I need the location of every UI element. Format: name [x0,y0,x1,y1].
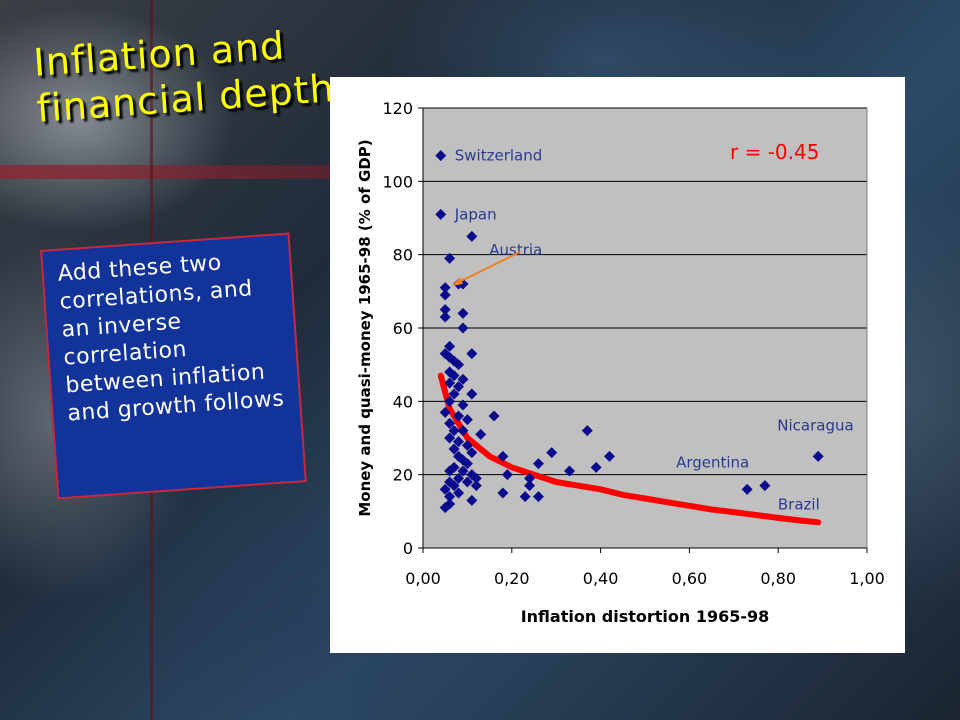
data-point [532,458,544,470]
x-tick-label: 0,20 [494,569,530,588]
data-point [439,311,451,323]
data-point [466,230,478,242]
point-label: Brazil [778,496,820,514]
data-point [457,425,469,437]
data-point [497,450,509,462]
data-point [439,282,451,294]
data-point [444,417,456,429]
data-point [444,377,456,389]
data-point [448,480,460,492]
data-point [759,480,771,492]
data-point [453,436,465,448]
x-tick-label: 1,00 [849,569,885,588]
data-point [457,465,469,477]
data-point [461,439,473,451]
data-point [466,348,478,360]
point-label: Nicaragua [777,417,853,435]
data-point [461,458,473,470]
data-point [439,502,451,514]
data-point [466,494,478,506]
data-point [501,469,513,481]
data-point [435,208,447,220]
data-point [581,425,593,437]
data-point [435,150,447,162]
data-point [444,395,456,407]
y-tick-label: 100 [382,172,413,191]
data-point [466,388,478,400]
data-point [457,454,469,466]
data-point [448,425,460,437]
x-tick-label: 0,80 [760,569,796,588]
data-point [466,447,478,459]
y-tick-label: 20 [393,466,413,485]
data-point [439,406,451,418]
data-point [439,304,451,316]
data-point [453,381,465,393]
chart-panel: 0 20 40 60 80 100 120 0,00 0,20 0,40 0,60 0,80 1,00 … [330,77,905,653]
data-point [546,447,558,459]
data-point [444,252,456,264]
note-box: Add these two correlations, and an inver… [40,232,307,500]
austria-arrow-head [452,277,463,286]
point-label: Switzerland [455,147,543,165]
trend-curve [437,372,822,526]
x-axis-label: Inflation distortion 1965-98 [521,607,770,626]
data-point [470,480,482,492]
decorative-stripe [0,165,330,179]
x-tick-label: 0,40 [583,569,619,588]
data-point [457,322,469,334]
data-point [457,373,469,385]
data-point [453,450,465,462]
data-point [519,491,531,503]
data-point [532,491,544,503]
data-point [439,348,451,360]
x-tick-label: 0,00 [405,569,441,588]
data-point [444,465,456,477]
point-label: Argentina [676,453,749,471]
data-point [444,340,456,352]
data-point [812,450,824,462]
data-point [448,370,460,382]
data-point [457,399,469,411]
y-tick-label: 80 [393,246,413,265]
data-point [475,428,487,440]
data-point [741,483,753,495]
data-point [453,359,465,371]
data-point [439,289,451,301]
data-point [461,414,473,426]
data-point [439,483,451,495]
data-point [444,432,456,444]
data-point [444,366,456,378]
y-tick-label: 40 [393,392,413,411]
austria-arrow [456,251,521,284]
y-axis-label: Money and quasi-money 1965-98 (% of GDP) [356,139,374,516]
x-tick-label: 0,60 [672,569,708,588]
data-point [564,465,576,477]
data-point [448,443,460,455]
data-point [524,472,536,484]
data-point [444,476,456,488]
data-point [444,491,456,503]
data-point [448,355,460,367]
data-point [461,476,473,488]
data-point [444,351,456,363]
data-point [488,410,500,422]
data-point [497,487,509,499]
data-point [448,388,460,400]
point-label: Austria [489,241,542,259]
y-tick-label: 0 [403,539,413,558]
point-label: Japan [454,205,497,223]
y-tick-label: 120 [382,99,413,118]
correlation-annotation: r = -0.45 [730,140,819,164]
y-tick-label: 60 [393,319,413,338]
data-point [457,307,469,319]
data-point [590,461,602,473]
data-point [603,450,615,462]
data-point [453,487,465,499]
data-point [470,472,482,484]
data-point [453,410,465,422]
data-point [524,480,536,492]
data-point [453,472,465,484]
